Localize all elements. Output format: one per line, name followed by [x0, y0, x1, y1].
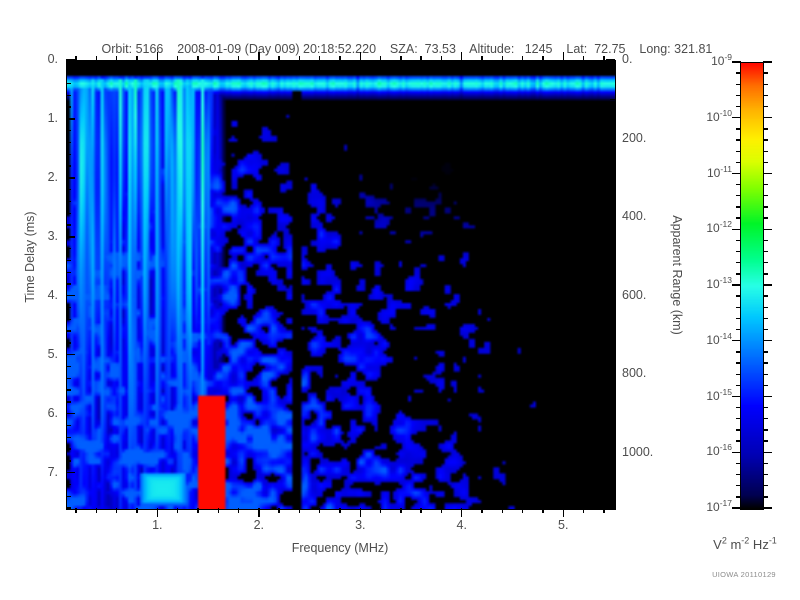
bottom-axis-tick-label: 2. [253, 518, 265, 532]
left-axis-tick-label: 7. [47, 464, 58, 479]
x-axis-title-frequency: Frequency (MHz) [291, 541, 389, 555]
colorbar-tick-label: 10-13 [706, 275, 732, 291]
left-axis-tick-label: 3. [47, 228, 58, 243]
spectrogram-canvas [67, 61, 615, 509]
colorbar-major-tick [763, 507, 772, 509]
left-axis-tick-label: 5. [47, 346, 58, 361]
right-axis-tick-label: 600. [622, 287, 647, 302]
header-metadata: Orbit: 5166 2008-01-09 (Day 009) 20:18:5… [0, 28, 800, 70]
colorbar-tick-label: 10-16 [706, 442, 732, 459]
colorbar-tick-label: 10-15 [706, 386, 732, 403]
credit-footer: UIOWA 20110129 [712, 570, 776, 579]
colorbar-tick-label: 10-17 [706, 498, 732, 514]
colorbar-tick-label: 10-9 [711, 52, 732, 68]
colorbar-major-tick [763, 284, 772, 286]
y-axis-title-time-delay: Time Delay (ms) [23, 211, 37, 303]
left-axis-tick-label: 0. [47, 52, 58, 66]
bottom-axis-tick-label: 1. [152, 518, 163, 532]
right-axis-tick-label: 0. [622, 52, 633, 66]
left-axis-tick-label: 1. [47, 110, 58, 125]
colorbar-major-tick [763, 172, 772, 175]
colorbar-unit-label: V2 m-2 Hz-1 [713, 535, 777, 552]
right-axis-tick-label: 1000. [622, 444, 654, 459]
bottom-axis-tick-label: 5. [558, 518, 569, 532]
colorbar-major-tick [763, 228, 772, 230]
colorbar-major-tick [763, 340, 772, 342]
colorbar [740, 62, 764, 510]
colorbar-tick-label: 10-14 [706, 330, 732, 347]
colorbar-major-tick [763, 395, 772, 398]
bottom-axis-tick-label: 3. [355, 518, 366, 532]
right-axis-tick-label: 800. [622, 366, 647, 381]
colorbar-tick-label: 10-11 [706, 163, 732, 180]
left-axis-tick-label: 6. [47, 405, 58, 420]
spectrogram-plot-area [66, 60, 616, 510]
colorbar-gradient [741, 63, 763, 509]
right-axis-tick-label: 400. [622, 209, 647, 224]
colorbar-tick-label: 10-10 [706, 107, 732, 124]
colorbar-major-tick [763, 451, 772, 453]
bottom-axis-tick-label: 4. [456, 518, 467, 532]
colorbar-major-tick [763, 117, 772, 119]
header-text: Orbit: 5166 2008-01-09 (Day 009) 20:18:5… [101, 42, 713, 56]
colorbar-tick-label: 10-12 [706, 219, 732, 236]
left-axis-tick-label: 2. [47, 169, 58, 184]
right-axis-tick-label: 200. [622, 130, 647, 145]
left-axis-tick-label: 4. [47, 287, 58, 302]
